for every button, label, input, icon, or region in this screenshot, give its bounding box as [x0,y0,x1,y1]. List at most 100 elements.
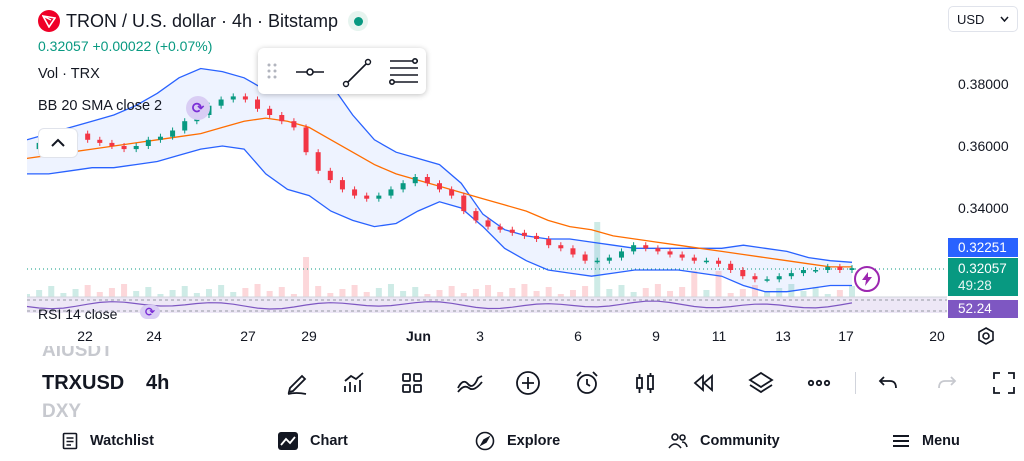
candle-body [412,177,418,184]
collapse-legend-button[interactable] [38,128,78,158]
bb-upper-line [27,67,853,263]
watchlist-icon [62,432,78,449]
volume-bar [569,290,576,297]
trend-line-icon[interactable] [342,58,372,88]
nav-community-label: Community [700,432,780,449]
candle-body [521,232,527,236]
volume-bar [205,289,212,297]
fib-retracement-icon[interactable] [389,58,419,85]
volume-bar [387,284,394,297]
volume-bar [315,286,322,297]
candle-body [303,127,309,153]
rewind-icon[interactable] [688,368,718,398]
hamburger-icon [893,434,909,447]
nav-watchlist[interactable]: Watchlist [62,420,154,461]
symbol-next: DXY [42,402,82,418]
nav-chart[interactable]: Chart [278,420,348,461]
refresh-icon[interactable]: ⟳ [140,305,160,319]
volume-bar [157,294,164,297]
horizontal-ray-icon[interactable] [296,68,324,76]
time-tick: 24 [146,328,162,344]
volume-indicator-label[interactable]: Vol · TRX [38,66,100,82]
volume-bar [303,257,310,297]
volume-bar [60,293,67,297]
layers-icon[interactable] [746,368,776,398]
volume-bar [533,291,540,297]
drag-handle-icon[interactable] [267,63,277,79]
candle-body [364,195,370,199]
time-tick: 11 [711,328,727,344]
indicator-wave-icon[interactable] [455,368,485,398]
nav-explore[interactable]: Explore [475,420,560,461]
volume-bar [121,284,128,297]
volume-bar [691,271,698,297]
bb-upper-price-tag: 0.32251 [948,238,1018,257]
volume-bar [48,286,55,297]
volume-bar [836,290,843,297]
volume-bar [776,288,783,297]
grid-icon[interactable] [397,368,427,398]
candle-body [837,266,843,270]
candle-body [728,263,734,270]
chart-add-icon[interactable] [339,368,369,398]
volume-bar [84,285,91,297]
volume-bar [363,292,370,297]
alarm-icon[interactable] [572,368,602,398]
bollinger-indicator-label[interactable]: BB 20 SMA close 2 [38,98,163,114]
bottom-navigation: Watchlist Chart Explore Community Menu [0,420,1024,461]
time-tick: 6 [574,328,582,344]
candle-body [388,189,394,196]
symbol-list-current[interactable]: TRXUSD 4h [42,372,169,395]
symbol-title[interactable]: TRON / U.S. dollar · 4h · Bitstamp [66,10,339,31]
fullscreen-icon[interactable] [989,368,1019,398]
time-tick: 22 [77,328,93,344]
candle-body [558,245,564,249]
volume-bar [800,291,807,297]
volume-bar [327,293,334,297]
symbol-list-next[interactable]: DXY 1D [42,402,81,418]
candle-body [485,220,491,227]
rsi-indicator-label[interactable]: RSI 14 close [38,306,117,322]
candle-body [145,139,151,146]
time-tick: 29 [301,328,317,344]
plus-circle-icon[interactable] [513,368,543,398]
candle-body [279,115,285,122]
lightning-icon[interactable] [854,266,880,292]
bb-lower-line [27,145,852,293]
nav-chart-label: Chart [310,432,348,449]
candles-icon[interactable] [630,368,660,398]
candle-body [667,251,673,255]
volume-bar [849,286,855,297]
volume-bar [27,294,30,297]
more-icon[interactable] [804,368,834,398]
undo-icon[interactable] [873,368,903,398]
candle-body [291,121,297,128]
volume-bar [630,292,637,297]
refresh-icon[interactable]: ⟳ [186,96,210,120]
time-tick: 3 [476,328,484,344]
nav-community[interactable]: Community [668,420,780,461]
candle-body [849,268,855,270]
price-change: 0.32057 +0.00022 (+0.07%) [38,38,213,54]
volume-bar [703,290,710,297]
candle-body [740,270,746,277]
pencil-icon[interactable] [282,368,312,398]
candle-body [449,189,455,196]
candle-body [643,245,649,249]
interval-current: 4h [146,372,170,394]
chart-icon [278,431,298,450]
candle-body [764,279,770,281]
candle-body [691,257,697,261]
settings-icon[interactable] [976,326,996,346]
nav-menu[interactable]: Menu [892,420,960,461]
volume-bar [485,285,492,297]
currency-select[interactable]: USD [948,6,1018,32]
volume-bar [290,294,297,297]
redo-icon[interactable] [932,368,962,398]
volume-bar [667,291,674,297]
volume-bar [266,291,273,297]
candle-body [606,257,612,261]
symbol-list-prev[interactable]: AIUSDT 1h [42,346,113,360]
candle-body [752,276,758,280]
